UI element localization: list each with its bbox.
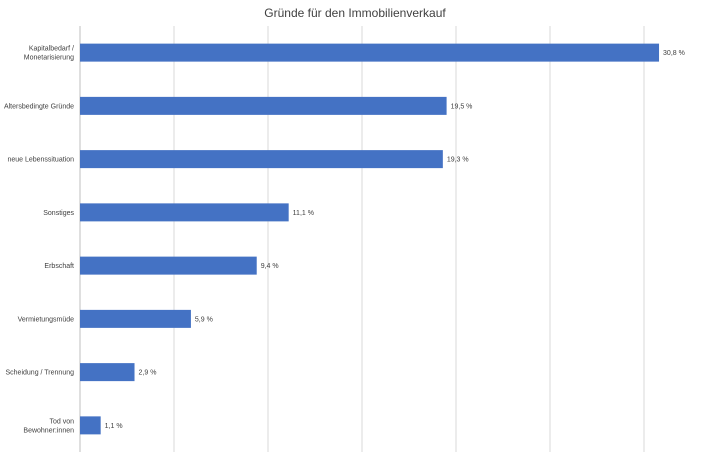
bar [80,150,443,169]
data-label: 19,3 % [447,157,469,164]
bar [80,203,289,222]
bar [80,43,660,62]
data-label: 30,8 % [663,50,685,57]
data-label: 1,1 % [105,423,123,430]
category-label: Tod von Bewohner:innen [23,418,74,434]
category-label: Erbschaft [44,263,74,270]
bar [80,309,191,328]
category-label: neue Lebenssituation [7,157,74,164]
labels: Kapitalbedarf / Monetarisierung 30,8 % Alte… [4,46,685,435]
category-label: Scheidung / Trennung [6,370,75,377]
category-label: Kapitalbedarf / Monetarisierung [24,46,74,62]
gridlines [79,26,645,452]
bars [80,43,660,435]
data-label: 11,1 % [293,210,314,217]
category-label: Altersbedingte Gründe [4,103,74,110]
bar [80,416,101,435]
category-label: Sonstiges [43,210,74,217]
category-label: Vermietungsmüde [18,316,75,323]
data-label: 9,4 % [261,263,279,270]
chart-title: Gründe für den Immobilienverkauf [264,6,446,20]
data-label: 5,9 % [195,316,213,323]
bar [80,363,135,382]
bar [80,96,447,115]
data-label: 19,5 % [451,103,473,110]
bar [80,256,257,275]
data-label: 2,9 % [139,370,157,377]
